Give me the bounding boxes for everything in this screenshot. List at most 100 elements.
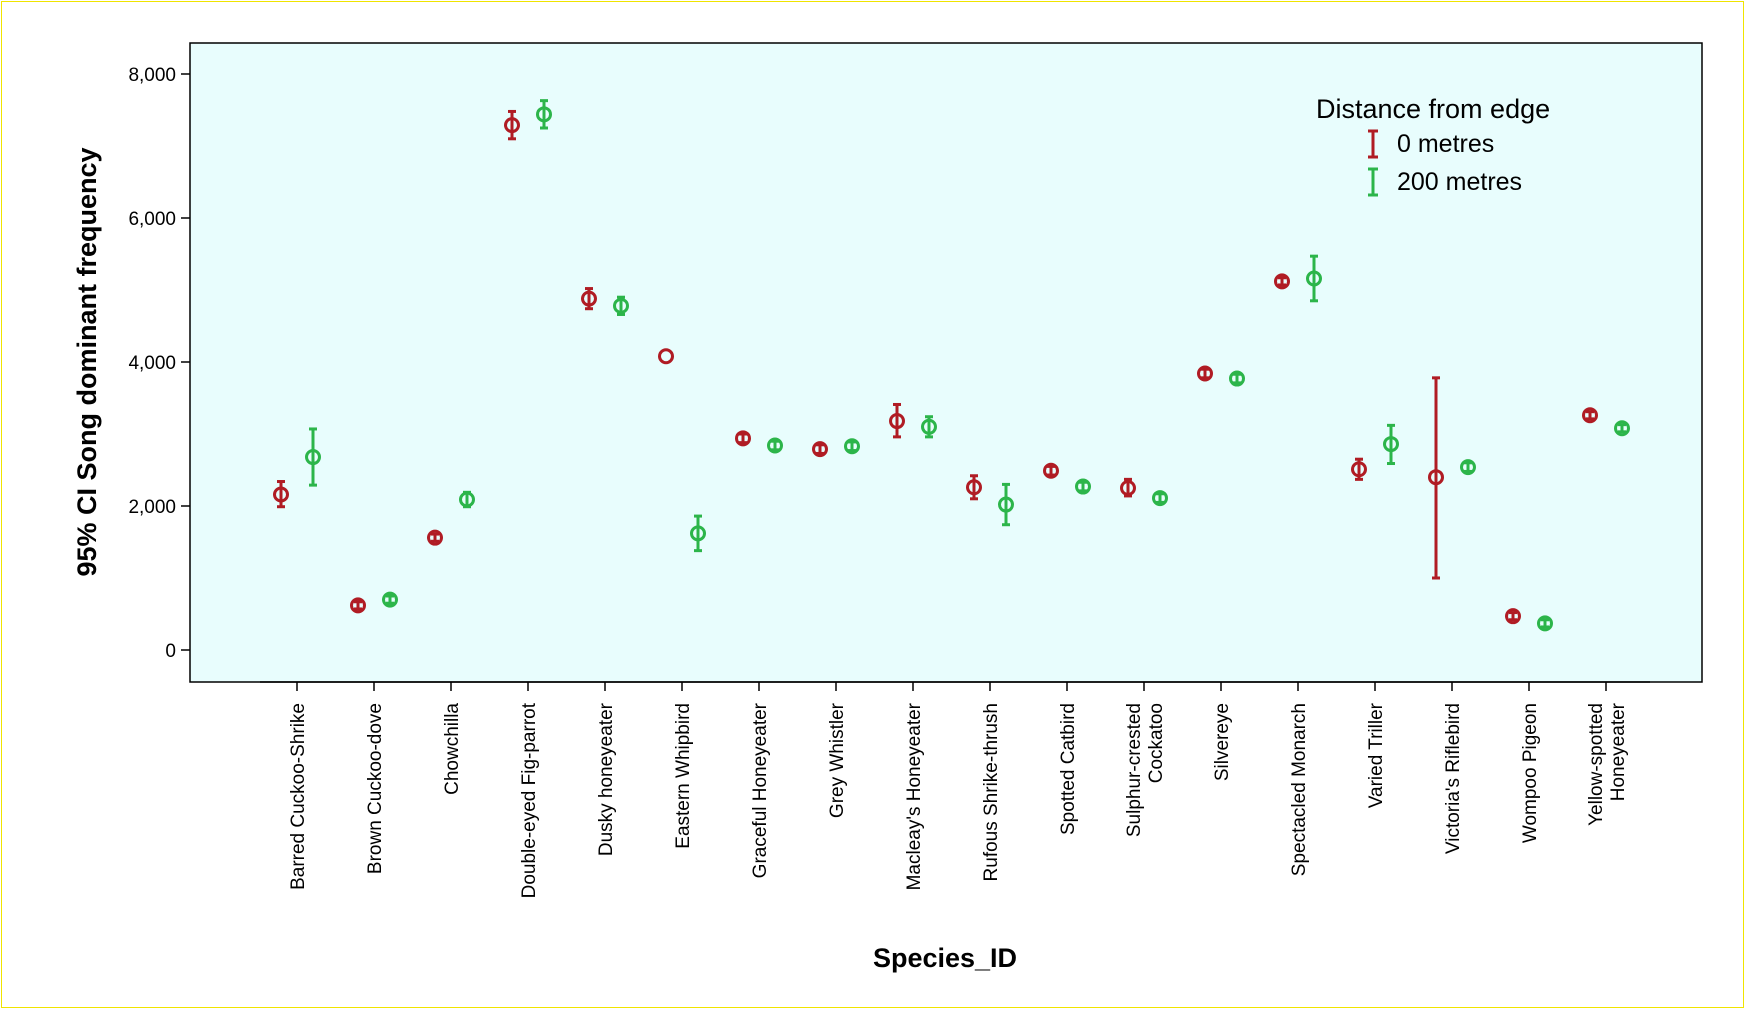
x-tick-label: Spotted Catbird — [1058, 703, 1079, 835]
mean-marker — [889, 413, 905, 430]
mean-marker — [1043, 462, 1059, 479]
mean-marker — [1383, 436, 1399, 453]
error-bar — [767, 437, 783, 454]
x-tick-label: Barred Cuckoo-Shrike — [288, 703, 309, 890]
error-bar — [1274, 273, 1290, 290]
mean-marker — [812, 441, 828, 458]
error-bar — [1460, 459, 1476, 476]
error-bar — [1152, 490, 1168, 507]
mean-marker — [273, 486, 289, 503]
error-bar — [613, 295, 629, 316]
mean-marker — [921, 418, 937, 435]
x-tick-label: Dusky honeyeater — [596, 702, 617, 856]
mean-marker — [350, 597, 366, 614]
error-bar — [889, 402, 905, 439]
error-bar — [1428, 376, 1444, 580]
error-bar — [305, 427, 321, 487]
mean-marker — [1075, 478, 1091, 495]
error-bar — [1537, 615, 1553, 632]
legend: Distance from edge 0 metres 200 metres — [1316, 94, 1550, 197]
error-bar — [844, 438, 860, 455]
error-bar — [690, 514, 706, 553]
y-tick-label: 6,000 — [128, 209, 176, 230]
x-tick-label: Silvereye — [1212, 703, 1233, 781]
mean-marker — [305, 449, 321, 466]
x-tick-label: Wompoo Pigeon — [1520, 703, 1541, 843]
mean-marker — [658, 348, 674, 365]
legend-label: 200 metres — [1397, 168, 1522, 196]
mean-marker — [844, 438, 860, 455]
error-bar — [1306, 254, 1322, 303]
mean-marker — [1274, 273, 1290, 290]
mean-marker — [1460, 459, 1476, 476]
mean-marker — [966, 479, 982, 496]
error-bar — [1383, 423, 1399, 466]
error-bar — [1120, 477, 1136, 498]
error-bar — [273, 480, 289, 509]
data-marks — [273, 99, 1630, 632]
error-bar — [812, 441, 828, 458]
mean-marker — [1505, 608, 1521, 625]
y-tick-label: 0 — [165, 641, 176, 662]
y-axis-title: 95% CI Song dominant frequency — [72, 147, 102, 576]
mean-marker — [536, 106, 552, 123]
error-bar — [581, 287, 597, 311]
error-bar — [1197, 365, 1213, 382]
error-bar — [1505, 608, 1521, 625]
x-axis: Barred Cuckoo-Shrike Brown Cuckoo-dove Cho… — [260, 681, 1650, 898]
x-tick-label: Sulphur-crestedCockatoo — [1124, 703, 1167, 837]
x-tick-label: Double-eyed Fig-parrot — [519, 702, 540, 898]
x-tick-label: Macleay's Honeyeater — [904, 702, 925, 890]
legend-label: 0 metres — [1397, 130, 1494, 158]
mean-marker — [1614, 420, 1630, 437]
mean-marker — [1582, 407, 1598, 424]
mean-marker — [427, 529, 443, 546]
x-tick-label: Rufous Shrike-thrush — [981, 703, 1002, 881]
x-tick-label: Varied Triller — [1366, 702, 1387, 808]
mean-marker — [1152, 490, 1168, 507]
y-tick-label: 8,000 — [128, 65, 176, 86]
mean-marker — [1351, 461, 1367, 478]
y-tick-label: 2,000 — [128, 497, 176, 518]
error-bar — [504, 109, 520, 141]
legend-item: 200 metres — [1368, 167, 1522, 197]
y-tick-label: 4,000 — [128, 353, 176, 374]
error-bar — [1351, 457, 1367, 481]
error-bar — [998, 482, 1014, 527]
error-bar — [658, 348, 674, 365]
error-bar — [1043, 462, 1059, 479]
mean-marker — [1229, 370, 1245, 387]
x-axis-title: Species_ID — [873, 943, 1017, 973]
error-bar — [382, 591, 398, 608]
mean-marker — [459, 491, 475, 508]
x-tick-label: Spectacled Monarch — [1289, 703, 1310, 876]
x-tick-label: Chowchilla — [442, 703, 463, 795]
legend-item: 0 metres — [1368, 129, 1494, 159]
mean-marker — [1197, 365, 1213, 382]
error-bar — [536, 99, 552, 130]
mean-marker — [998, 496, 1014, 513]
mean-marker — [581, 290, 597, 307]
error-bar — [350, 597, 366, 614]
legend-title: Distance from edge — [1316, 94, 1550, 124]
mean-marker — [735, 430, 751, 447]
plot-area — [189, 42, 1703, 683]
error-bar — [1582, 407, 1598, 424]
error-bar — [1229, 370, 1245, 387]
x-tick-label: Victoria's Riflebird — [1443, 703, 1464, 854]
x-tick-label: Eastern Whipbird — [673, 703, 694, 849]
x-tick-label: Graceful Honeyeater — [750, 702, 771, 878]
error-bar — [966, 474, 982, 501]
error-bar — [1075, 478, 1091, 495]
mean-marker — [690, 525, 706, 542]
y-axis: 0 2,000 4,000 6,000 8,000 — [128, 65, 190, 662]
mean-marker — [1537, 615, 1553, 632]
x-tick-label: Brown Cuckoo-dove — [365, 703, 386, 874]
x-tick-label: Yellow-spottedHoneyeater — [1586, 702, 1629, 826]
error-bar — [921, 415, 937, 439]
mean-marker — [1120, 480, 1136, 496]
x-tick-label: Grey Whistler — [827, 702, 848, 818]
error-bar — [1614, 420, 1630, 437]
